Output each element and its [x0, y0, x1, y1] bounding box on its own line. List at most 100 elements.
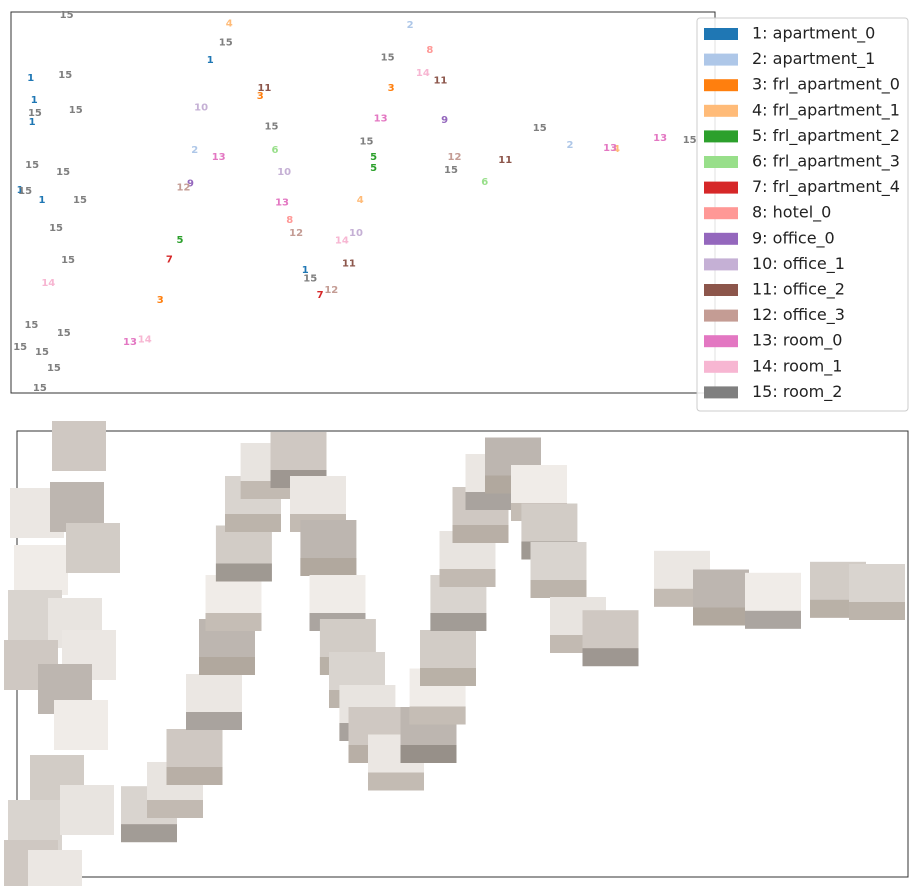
- legend-swatch: [704, 79, 738, 91]
- point-label: 15: [219, 37, 233, 48]
- thumbnail-floor: [368, 773, 424, 791]
- point-label: 8: [426, 45, 433, 56]
- legend-swatch: [704, 28, 738, 40]
- point-label: 1: [31, 95, 38, 106]
- point-label: 15: [360, 137, 374, 148]
- point-label: 12: [177, 182, 191, 193]
- legend-swatch: [704, 361, 738, 373]
- legend-label: 7: frl_apartment_4: [752, 177, 900, 197]
- figure: 1111111222333444555667788991010101111111…: [0, 0, 909, 886]
- legend-label: 10: office_1: [752, 254, 845, 274]
- legend-swatch: [704, 233, 738, 245]
- point-label: 15: [56, 167, 70, 178]
- point-label: 14: [416, 68, 430, 79]
- point-label: 13: [123, 337, 137, 348]
- thumbnail: [28, 850, 82, 886]
- thumbnail-floor: [693, 608, 749, 626]
- point-label: 15: [25, 160, 39, 171]
- point-label: 15: [49, 223, 63, 234]
- point-label: 10: [277, 167, 291, 178]
- point-label: 1: [38, 195, 45, 206]
- legend-label: 6: frl_apartment_3: [752, 152, 900, 172]
- point-label: 5: [370, 163, 377, 174]
- thumbnail-floor: [206, 613, 262, 631]
- legend-label: 11: office_2: [752, 280, 845, 300]
- point-label: 15: [18, 186, 32, 197]
- point-label: 15: [24, 320, 38, 331]
- thumbnails: [4, 421, 905, 886]
- point-label: 7: [317, 290, 324, 301]
- point-label: 15: [303, 274, 317, 285]
- thumbnail: [66, 523, 120, 573]
- legend-label: 14: room_1: [752, 356, 842, 376]
- thumbnail-floor: [300, 558, 356, 576]
- point-label: 15: [35, 347, 49, 358]
- point-label: 13: [212, 152, 226, 163]
- legend-label: 15: room_2: [752, 382, 842, 402]
- legend-label: 3: frl_apartment_0: [752, 75, 900, 95]
- point-label: 13: [603, 143, 617, 154]
- thumbnail-floor: [849, 602, 905, 620]
- legend-swatch: [704, 258, 738, 270]
- page: {"chart_data": {"type": "scatter", "xlim…: [0, 0, 909, 886]
- thumbnail-floor: [216, 564, 272, 582]
- point-label: 13: [275, 198, 289, 209]
- point-label: 15: [69, 105, 83, 116]
- point-label: 11: [433, 76, 447, 87]
- thumbnail-floor: [186, 712, 242, 730]
- thumbnail: [54, 700, 108, 750]
- thumbnail-floor: [745, 611, 801, 629]
- point-label: 1: [27, 73, 34, 84]
- point-label: 10: [194, 102, 208, 113]
- point-label: 15: [58, 70, 72, 81]
- point-label: 15: [381, 53, 395, 64]
- legend-label: 9: office_0: [752, 228, 835, 248]
- legend-swatch: [704, 386, 738, 398]
- thumbnail-floor: [121, 824, 177, 842]
- point-label: 15: [73, 195, 87, 206]
- thumbnail-floor: [420, 668, 476, 686]
- point-label: 15: [61, 255, 75, 266]
- point-label: 13: [653, 133, 667, 144]
- legend-swatch: [704, 310, 738, 322]
- legend-label: 2: apartment_1: [752, 49, 875, 69]
- point-label: 15: [13, 342, 27, 353]
- point-label: 15: [533, 123, 547, 134]
- legend-label: 4: frl_apartment_1: [752, 100, 900, 120]
- thumbnail: [60, 785, 114, 835]
- thumbnail-floor: [147, 800, 203, 818]
- point-label: 2: [191, 145, 198, 156]
- legend-label: 5: frl_apartment_2: [752, 126, 900, 146]
- point-label: 12: [324, 285, 338, 296]
- point-label: 11: [257, 83, 271, 94]
- legend-swatch: [704, 284, 738, 296]
- point-label: 5: [176, 235, 183, 246]
- thumbnail-floor: [410, 707, 466, 725]
- thumbnail-floor: [430, 613, 486, 631]
- point-label: 15: [444, 165, 458, 176]
- point-label: 6: [481, 177, 488, 188]
- point-label: 1: [207, 55, 214, 66]
- point-label: 2: [566, 140, 573, 151]
- point-label: 15: [265, 121, 279, 132]
- point-label: 8: [286, 215, 293, 226]
- point-label: 14: [335, 236, 349, 247]
- thumbnail-floor: [199, 657, 255, 675]
- points: 1111111222333444555667788991010101111111…: [13, 10, 696, 394]
- point-label: 13: [374, 114, 388, 125]
- point-label: 12: [289, 228, 303, 239]
- point-label: 15: [33, 383, 47, 394]
- point-label: 15: [28, 108, 42, 119]
- point-label: 7: [166, 255, 173, 266]
- point-label: 15: [683, 135, 697, 146]
- thumbnail: [14, 545, 68, 595]
- point-label: 9: [441, 115, 448, 126]
- legend-label: 1: apartment_0: [752, 24, 875, 44]
- thumbnail-floor: [401, 745, 457, 763]
- legend-label: 13: room_0: [752, 331, 842, 351]
- thumbnail-floor: [167, 767, 223, 785]
- legend-swatch: [704, 105, 738, 117]
- point-label: 15: [47, 363, 61, 374]
- legend-swatch: [704, 130, 738, 142]
- legend-swatch: [704, 54, 738, 66]
